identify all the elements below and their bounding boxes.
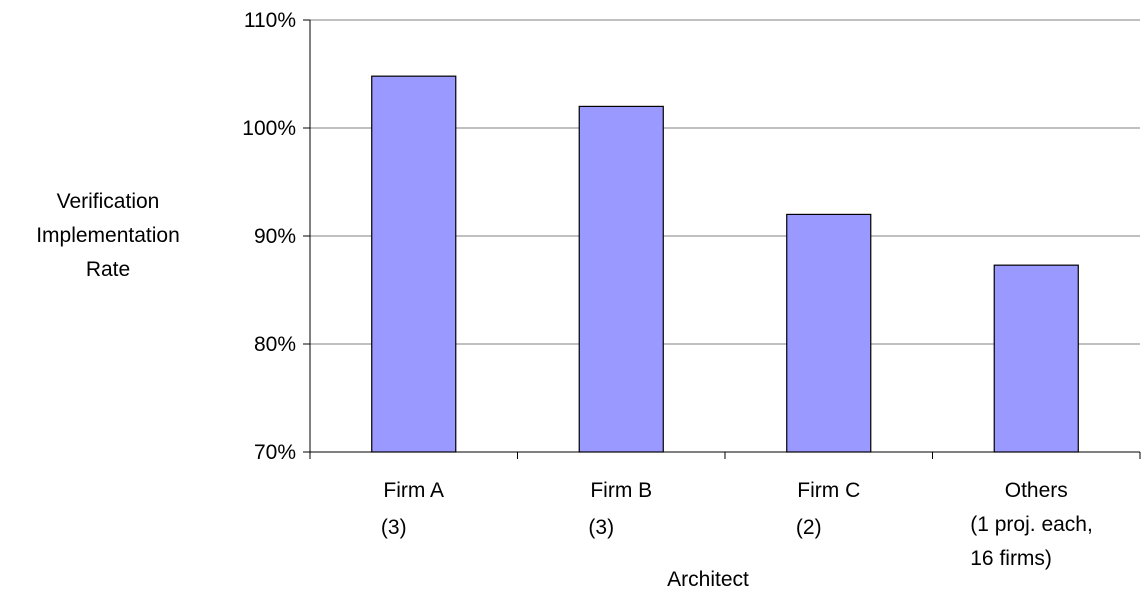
x-category-label: Firm A (3) bbox=[381, 479, 444, 539]
x-category-label: Others (1 proj. each, 16 firms) bbox=[970, 479, 1093, 570]
y-tick-label: 110% bbox=[244, 9, 296, 32]
category-label-line: Firm B bbox=[590, 479, 652, 502]
bars bbox=[371, 75, 1079, 453]
category-label-line: (1 proj. each, bbox=[970, 513, 1093, 536]
category-label-line: 16 firms) bbox=[970, 547, 1052, 570]
y-tick-labels: 70% 80% 90% 100% 110% bbox=[242, 9, 296, 464]
y-tick-label: 100% bbox=[242, 117, 296, 140]
x-axis-title: Architect bbox=[667, 568, 749, 591]
y-axis-title-line: Rate bbox=[86, 258, 130, 281]
category-label-line: (3) bbox=[588, 516, 614, 539]
y-axis-title: Verification Implementation Rate bbox=[36, 190, 180, 281]
category-label-line: Firm A bbox=[383, 479, 444, 502]
y-axis-title-line: Implementation bbox=[36, 224, 180, 247]
x-category-label: Firm B (3) bbox=[588, 479, 652, 539]
bar bbox=[371, 75, 457, 453]
y-tick-label: 80% bbox=[254, 333, 296, 356]
y-tick-label: 70% bbox=[254, 441, 296, 464]
y-axis-title-line: Verification bbox=[57, 190, 160, 213]
y-axis-title-text: Verification Implementation Rate bbox=[36, 190, 180, 281]
x-category-label: Firm C (2) bbox=[796, 479, 860, 539]
bar bbox=[786, 213, 872, 453]
x-category-labels: Firm A (3) Firm B (3) Firm C (2) Others (1 proj… bbox=[381, 479, 1093, 570]
category-label-line: (2) bbox=[796, 516, 822, 539]
y-tick-label: 90% bbox=[254, 225, 296, 248]
category-label-line: (3) bbox=[381, 516, 407, 539]
bar bbox=[993, 264, 1079, 453]
axes bbox=[303, 19, 1141, 459]
category-label-line: Others bbox=[1005, 479, 1068, 502]
bar bbox=[578, 105, 664, 453]
category-label-line: Firm C bbox=[797, 479, 860, 502]
